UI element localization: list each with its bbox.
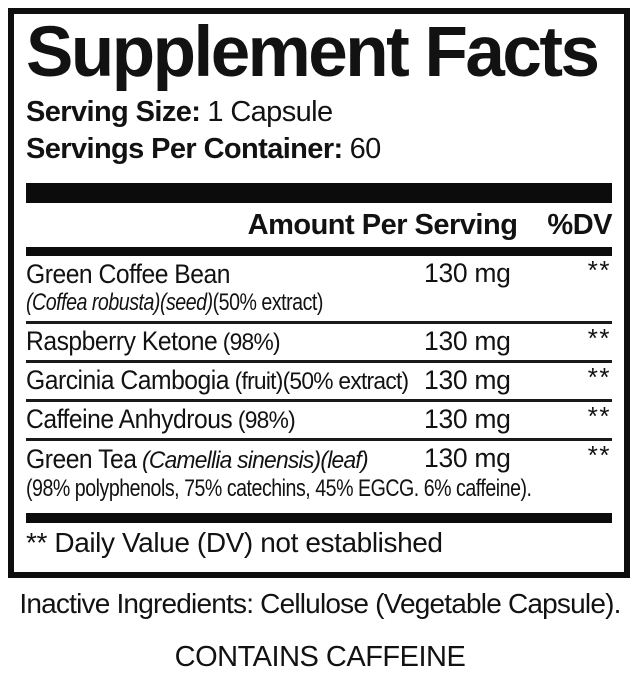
divider-thick-bar	[26, 183, 612, 203]
botanical-name: (Camellia sinensis)(leaf)	[142, 447, 369, 474]
daily-value-footnote: ** Daily Value (DV) not established	[26, 527, 443, 558]
ingredient-row-green-coffee-bean: Green Coffee Bean (Coffea robusta)(seed)…	[26, 256, 612, 321]
ingredient-name-text: Green Tea	[26, 444, 137, 474]
ingredient-note: (fruit)(50% extract)	[234, 368, 410, 395]
dv-value: **	[587, 255, 611, 285]
ingredient-name-text: Garcinia Cambogia	[26, 365, 230, 395]
ingredient-note: (98%)	[237, 407, 296, 434]
ingredient-name: Green Tea (Camellia sinensis)(leaf)	[26, 445, 571, 475]
servings-per-container-line: Servings Per Container: 60	[26, 131, 612, 168]
amount-value: 130 mg	[424, 443, 511, 473]
inactive-ingredients-line: Inactive Ingredients: Cellulose (Vegetab…	[19, 588, 621, 619]
column-header-row: Amount Per Serving %DV	[26, 209, 613, 241]
contains-caffeine-notice: CONTAINS CAFFEINE	[174, 641, 466, 673]
ingredient-name: Garcinia Cambogia (fruit)(50% extract)	[26, 366, 571, 396]
standardization-note: (98% polyphenols, 75% catechins, 45% EGC…	[26, 475, 532, 502]
dv-value: **	[587, 440, 611, 470]
ingredient-subline: (98% polyphenols, 75% catechins, 45% EGC…	[26, 475, 532, 503]
ingredient-row-green-tea: Green Tea (Camellia sinensis)(leaf) (98% …	[26, 438, 612, 507]
ingredient-row-caffeine-anhydrous: Caffeine Anhydrous (98%) 130 mg **	[26, 399, 612, 438]
servings-per-container-label: Servings Per Container:	[26, 133, 343, 165]
dv-value: **	[587, 401, 611, 431]
extract-note: (50% extract)	[212, 289, 324, 316]
servings-per-container-value: 60	[349, 133, 382, 165]
dv-header: %DV	[547, 209, 612, 241]
ingredient-name: Caffeine Anhydrous (98%)	[26, 405, 571, 435]
ingredient-row-raspberry-ketone: Raspberry Ketone (98%) 130 mg **	[26, 321, 612, 360]
serving-size-line: Serving Size: 1 Capsule	[26, 94, 612, 131]
dv-value: **	[587, 362, 611, 392]
divider-footnote-bar	[26, 513, 612, 523]
ingredient-rows: Green Coffee Bean (Coffea robusta)(seed)…	[26, 256, 612, 507]
serving-size-label: Serving Size:	[26, 96, 201, 128]
ingredient-name-text: Caffeine Anhydrous	[26, 404, 233, 434]
ingredient-row-garcinia-cambogia: Garcinia Cambogia (fruit)(50% extract) 13…	[26, 360, 612, 399]
divider-medium-bar	[26, 247, 612, 256]
ingredient-name-text: Raspberry Ketone	[26, 326, 218, 356]
ingredient-subline: (Coffea robusta)(seed)(50% extract)	[26, 289, 495, 317]
amount-value: 130 mg	[424, 258, 511, 288]
botanical-name: (Coffea robusta)(seed)	[26, 289, 213, 316]
ingredient-name: Raspberry Ketone (98%)	[26, 327, 571, 357]
amount-value: 130 mg	[424, 404, 511, 434]
supplement-facts-panel: Supplement Facts Serving Size: 1 Capsule …	[8, 8, 630, 578]
amount-value: 130 mg	[424, 365, 511, 395]
amount-per-serving-header: Amount Per Serving	[247, 209, 518, 241]
amount-value: 130 mg	[424, 326, 511, 356]
ingredient-name: Green Coffee Bean	[26, 260, 571, 289]
ingredient-name-text: Green Coffee Bean	[26, 259, 231, 289]
serving-size-value: 1 Capsule	[207, 96, 333, 128]
dv-value: **	[587, 323, 611, 353]
panel-title: Supplement Facts	[26, 13, 600, 92]
ingredient-note: (98%)	[222, 329, 281, 356]
